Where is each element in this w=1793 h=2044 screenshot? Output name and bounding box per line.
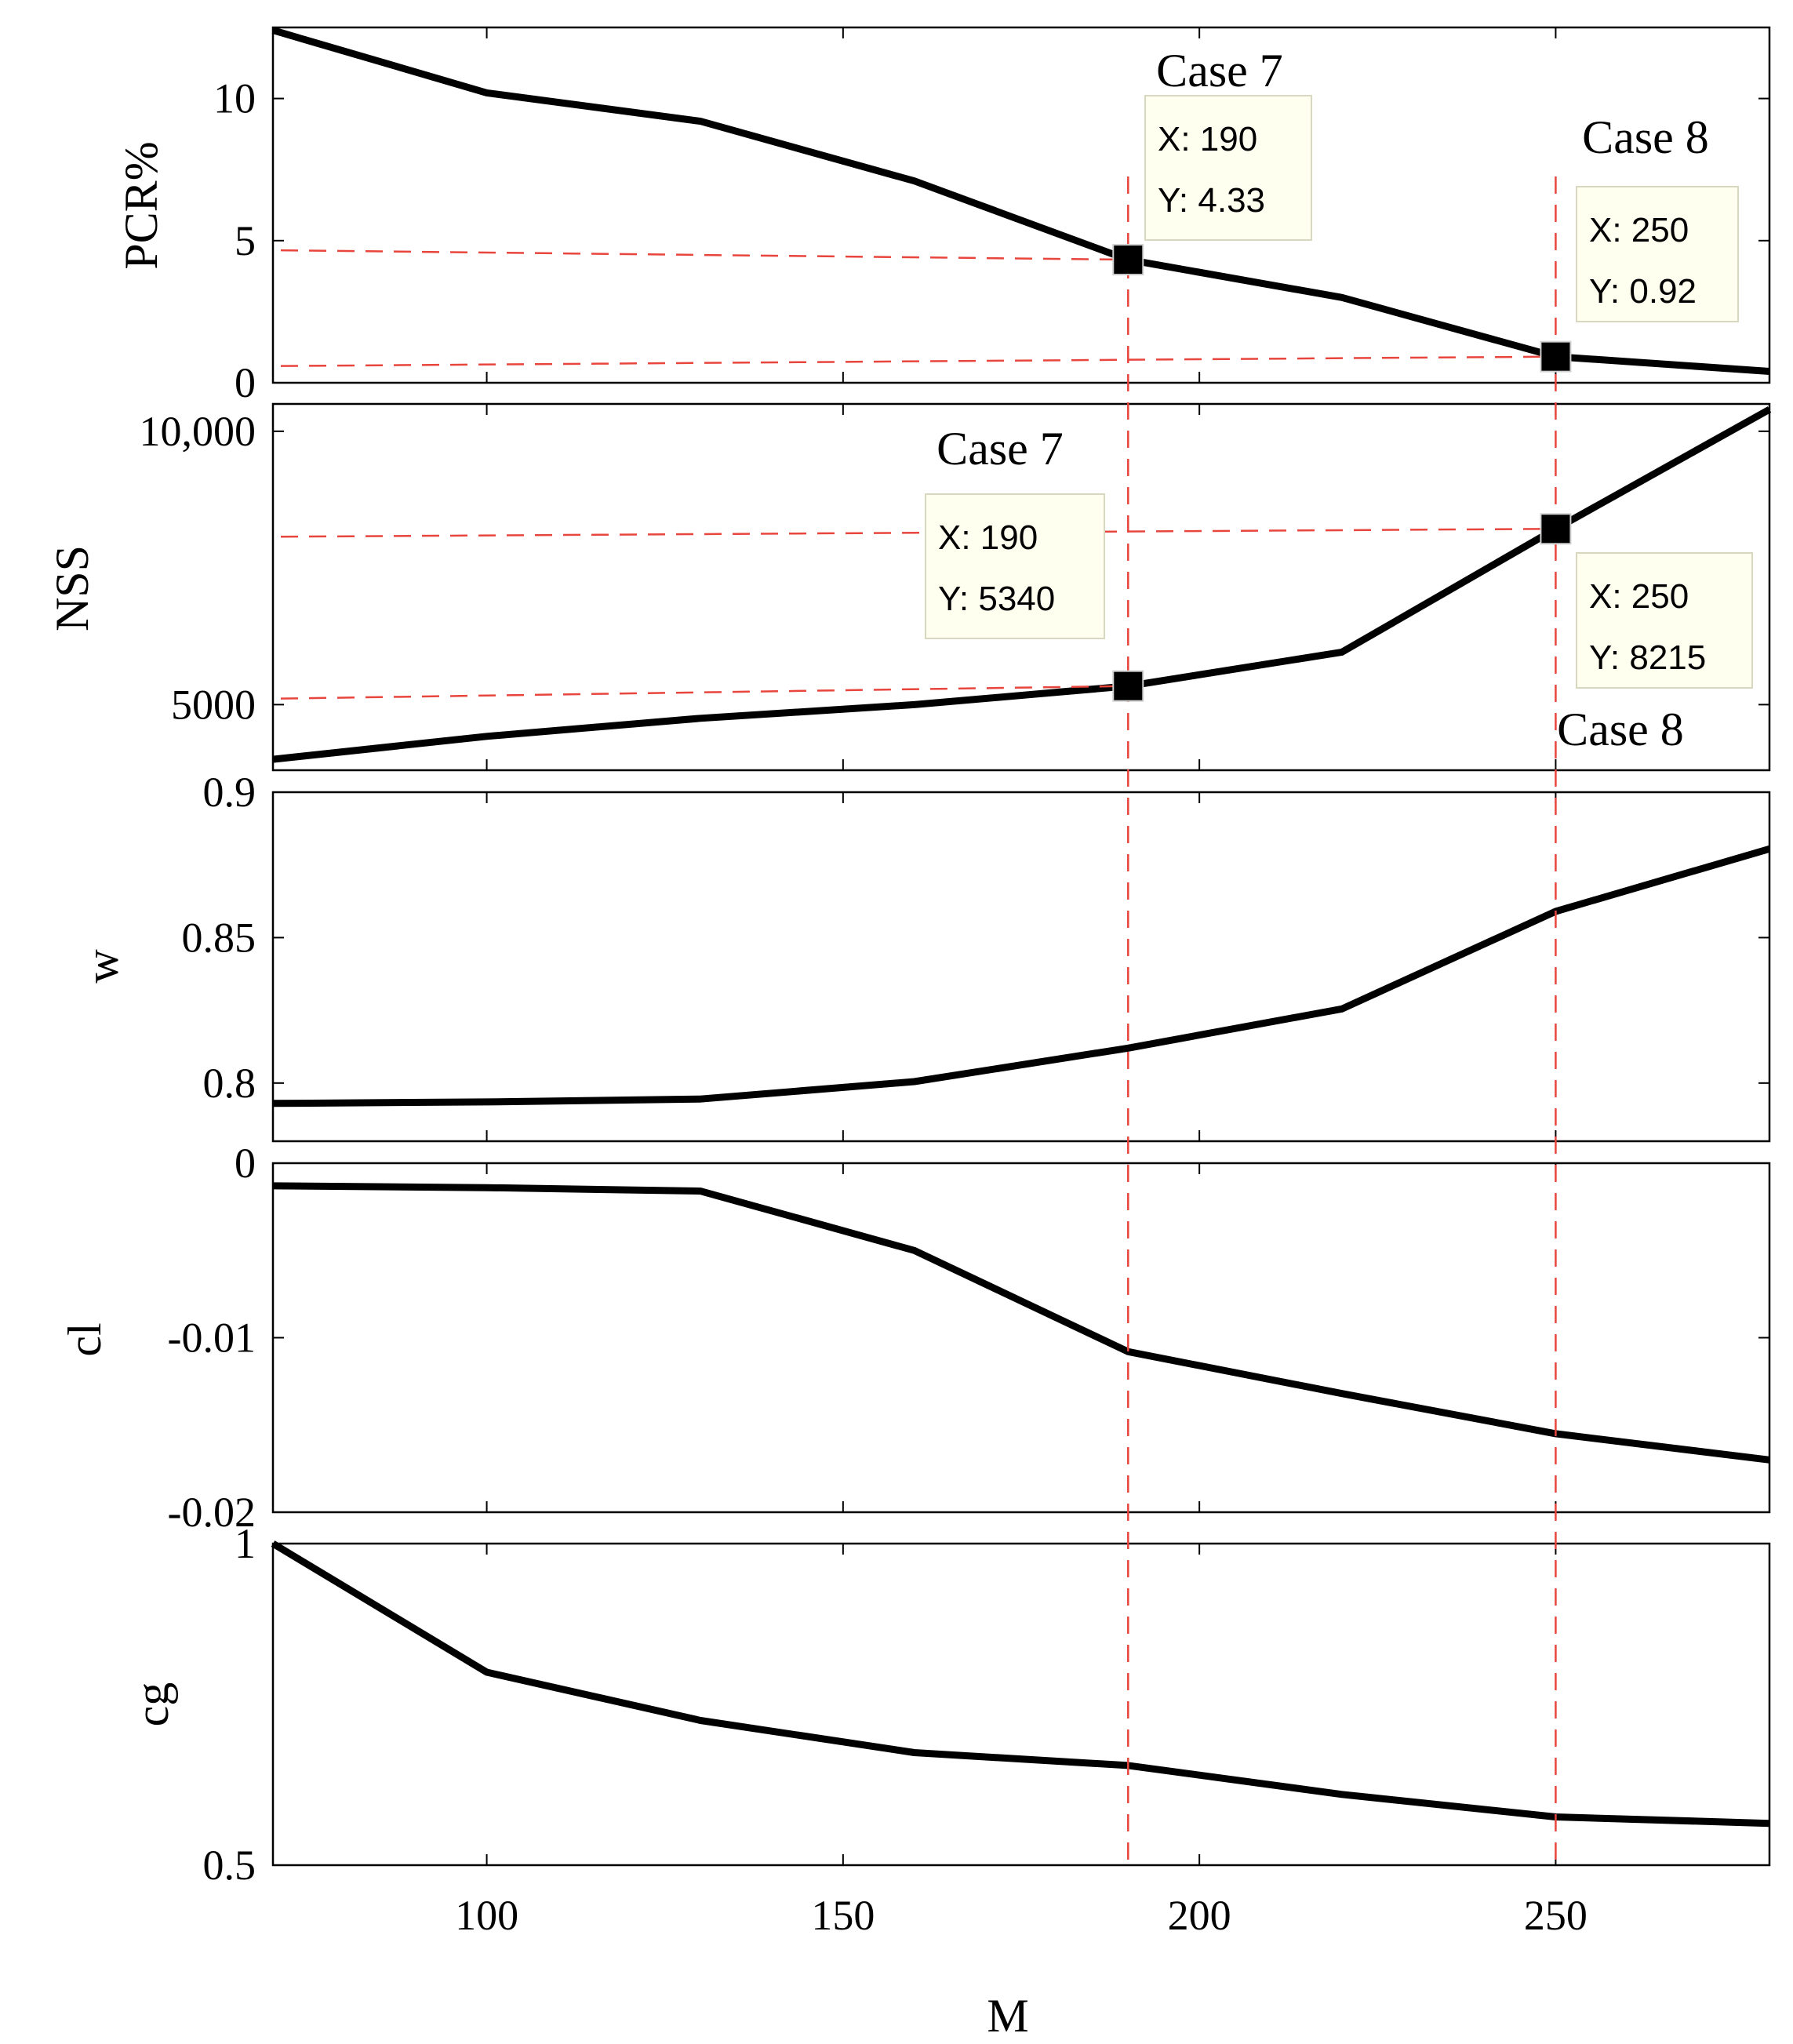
tooltip-box xyxy=(1576,186,1739,322)
marker-nss-250 xyxy=(1540,513,1572,545)
x-tick-label: 250 xyxy=(1524,1892,1588,1939)
panels-layer: 0510PCR%500010,000NSS0.80.850.9w-0.02-0.… xyxy=(46,26,1772,1939)
tooltip-y-text: Y: 5340 xyxy=(938,580,1055,618)
case-label-nss-250: Case 8 xyxy=(1557,704,1684,755)
y-tick-label-cl: -0.02 xyxy=(168,1489,256,1536)
case-label-nss-190: Case 7 xyxy=(937,423,1064,475)
panel-frame-pcr xyxy=(271,26,1771,384)
y-tick-label-cl: 0 xyxy=(235,1140,256,1187)
tooltip-pcr-190: X: 190 Y: 4.33 xyxy=(1144,95,1312,241)
panel-frame-w xyxy=(271,791,1771,1143)
guide-horizontal-pcr-250 xyxy=(280,355,1556,367)
panel-frame-cg xyxy=(271,1542,1771,1867)
tooltip-nss-190: X: 190 Y: 5340 xyxy=(925,493,1105,639)
y-tick-label-nss: 5000 xyxy=(171,681,256,728)
tooltip-pcr-250: X: 250 Y: 0.92 xyxy=(1576,186,1739,322)
tooltip-x-text: X: 250 xyxy=(1589,211,1689,249)
y-tick-label-pcr: 10 xyxy=(213,75,256,122)
guide-horizontal-nss-190 xyxy=(280,685,1129,700)
tooltip-x-text: X: 250 xyxy=(1589,577,1689,616)
series-line-cg xyxy=(271,1540,1770,1828)
tooltip-x-text: X: 190 xyxy=(1158,120,1257,158)
y-axis-label-w: w xyxy=(76,949,128,984)
tooltip-y-text: Y: 0.92 xyxy=(1589,272,1697,311)
guide-horizontal-nss-250 xyxy=(280,528,1556,538)
x-tick-label: 150 xyxy=(811,1892,875,1939)
tooltip-box xyxy=(1144,95,1312,241)
series-line-nss xyxy=(272,406,1772,763)
x-tick-label: 100 xyxy=(455,1892,518,1939)
tooltip-y-text: Y: 8215 xyxy=(1589,638,1706,677)
y-axis-label-nss: NSS xyxy=(46,545,98,631)
panel-cg: 0.5 1 cg 100 150 200 250 xyxy=(126,1520,1771,1939)
panel-frame-cl xyxy=(271,1162,1771,1514)
panel-nss: 5000 10,000 NSS xyxy=(46,402,1772,772)
guides-layer xyxy=(280,176,1557,1865)
panel-w: 0.8 0.85 0.9 w xyxy=(76,769,1771,1143)
tooltip-box xyxy=(925,493,1105,639)
tooltip-box xyxy=(1576,552,1753,689)
y-tick-label-pcr: 5 xyxy=(235,217,256,264)
y-tick-label-w: 0.85 xyxy=(182,914,256,961)
guide-horizontal-pcr-190 xyxy=(280,249,1129,261)
y-axis-label-cl: cl xyxy=(59,1322,111,1356)
panel-cl: -0.02 -0.01 0 cl xyxy=(59,1140,1771,1536)
case-label-pcr-250: Case 8 xyxy=(1582,111,1709,163)
series-line-cl xyxy=(272,1182,1770,1464)
panel-pcr: 0 5 10 PCR% xyxy=(115,26,1771,406)
y-axis-label-pcr: PCR% xyxy=(115,141,167,269)
x-tick-label: 200 xyxy=(1168,1892,1231,1939)
tooltip-x-text: X: 190 xyxy=(938,518,1038,557)
x-axis-label: M xyxy=(987,1990,1028,2042)
y-tick-label-w: 0.9 xyxy=(203,769,256,816)
marker-pcr-190 xyxy=(1112,244,1144,276)
annotations-layer: X: 190 Y: 4.33 Case 7 X: 250 Y: 0.92 Case 8 X:… xyxy=(925,45,1753,755)
case-label-pcr-190: Case 7 xyxy=(1156,45,1283,96)
series-line-w xyxy=(272,845,1771,1107)
y-axis-label-cg: cg xyxy=(126,1682,178,1727)
y-tick-label-cg: 1 xyxy=(235,1520,256,1567)
series-line-pcr xyxy=(271,27,1770,375)
marker-nss-190 xyxy=(1112,670,1144,702)
y-tick-label-cl: -0.01 xyxy=(168,1315,256,1362)
y-tick-label-w: 0.8 xyxy=(203,1060,256,1107)
y-tick-label-cg: 0.5 xyxy=(203,1842,256,1889)
y-tick-label-nss: 10,000 xyxy=(140,408,256,455)
panel-frame-nss xyxy=(271,402,1771,772)
tooltip-y-text: Y: 4.33 xyxy=(1158,181,1265,220)
y-tick-label-pcr: 0 xyxy=(235,359,256,406)
marker-pcr-250 xyxy=(1540,340,1572,373)
tooltip-nss-250: X: 250 Y: 8215 xyxy=(1576,552,1753,689)
